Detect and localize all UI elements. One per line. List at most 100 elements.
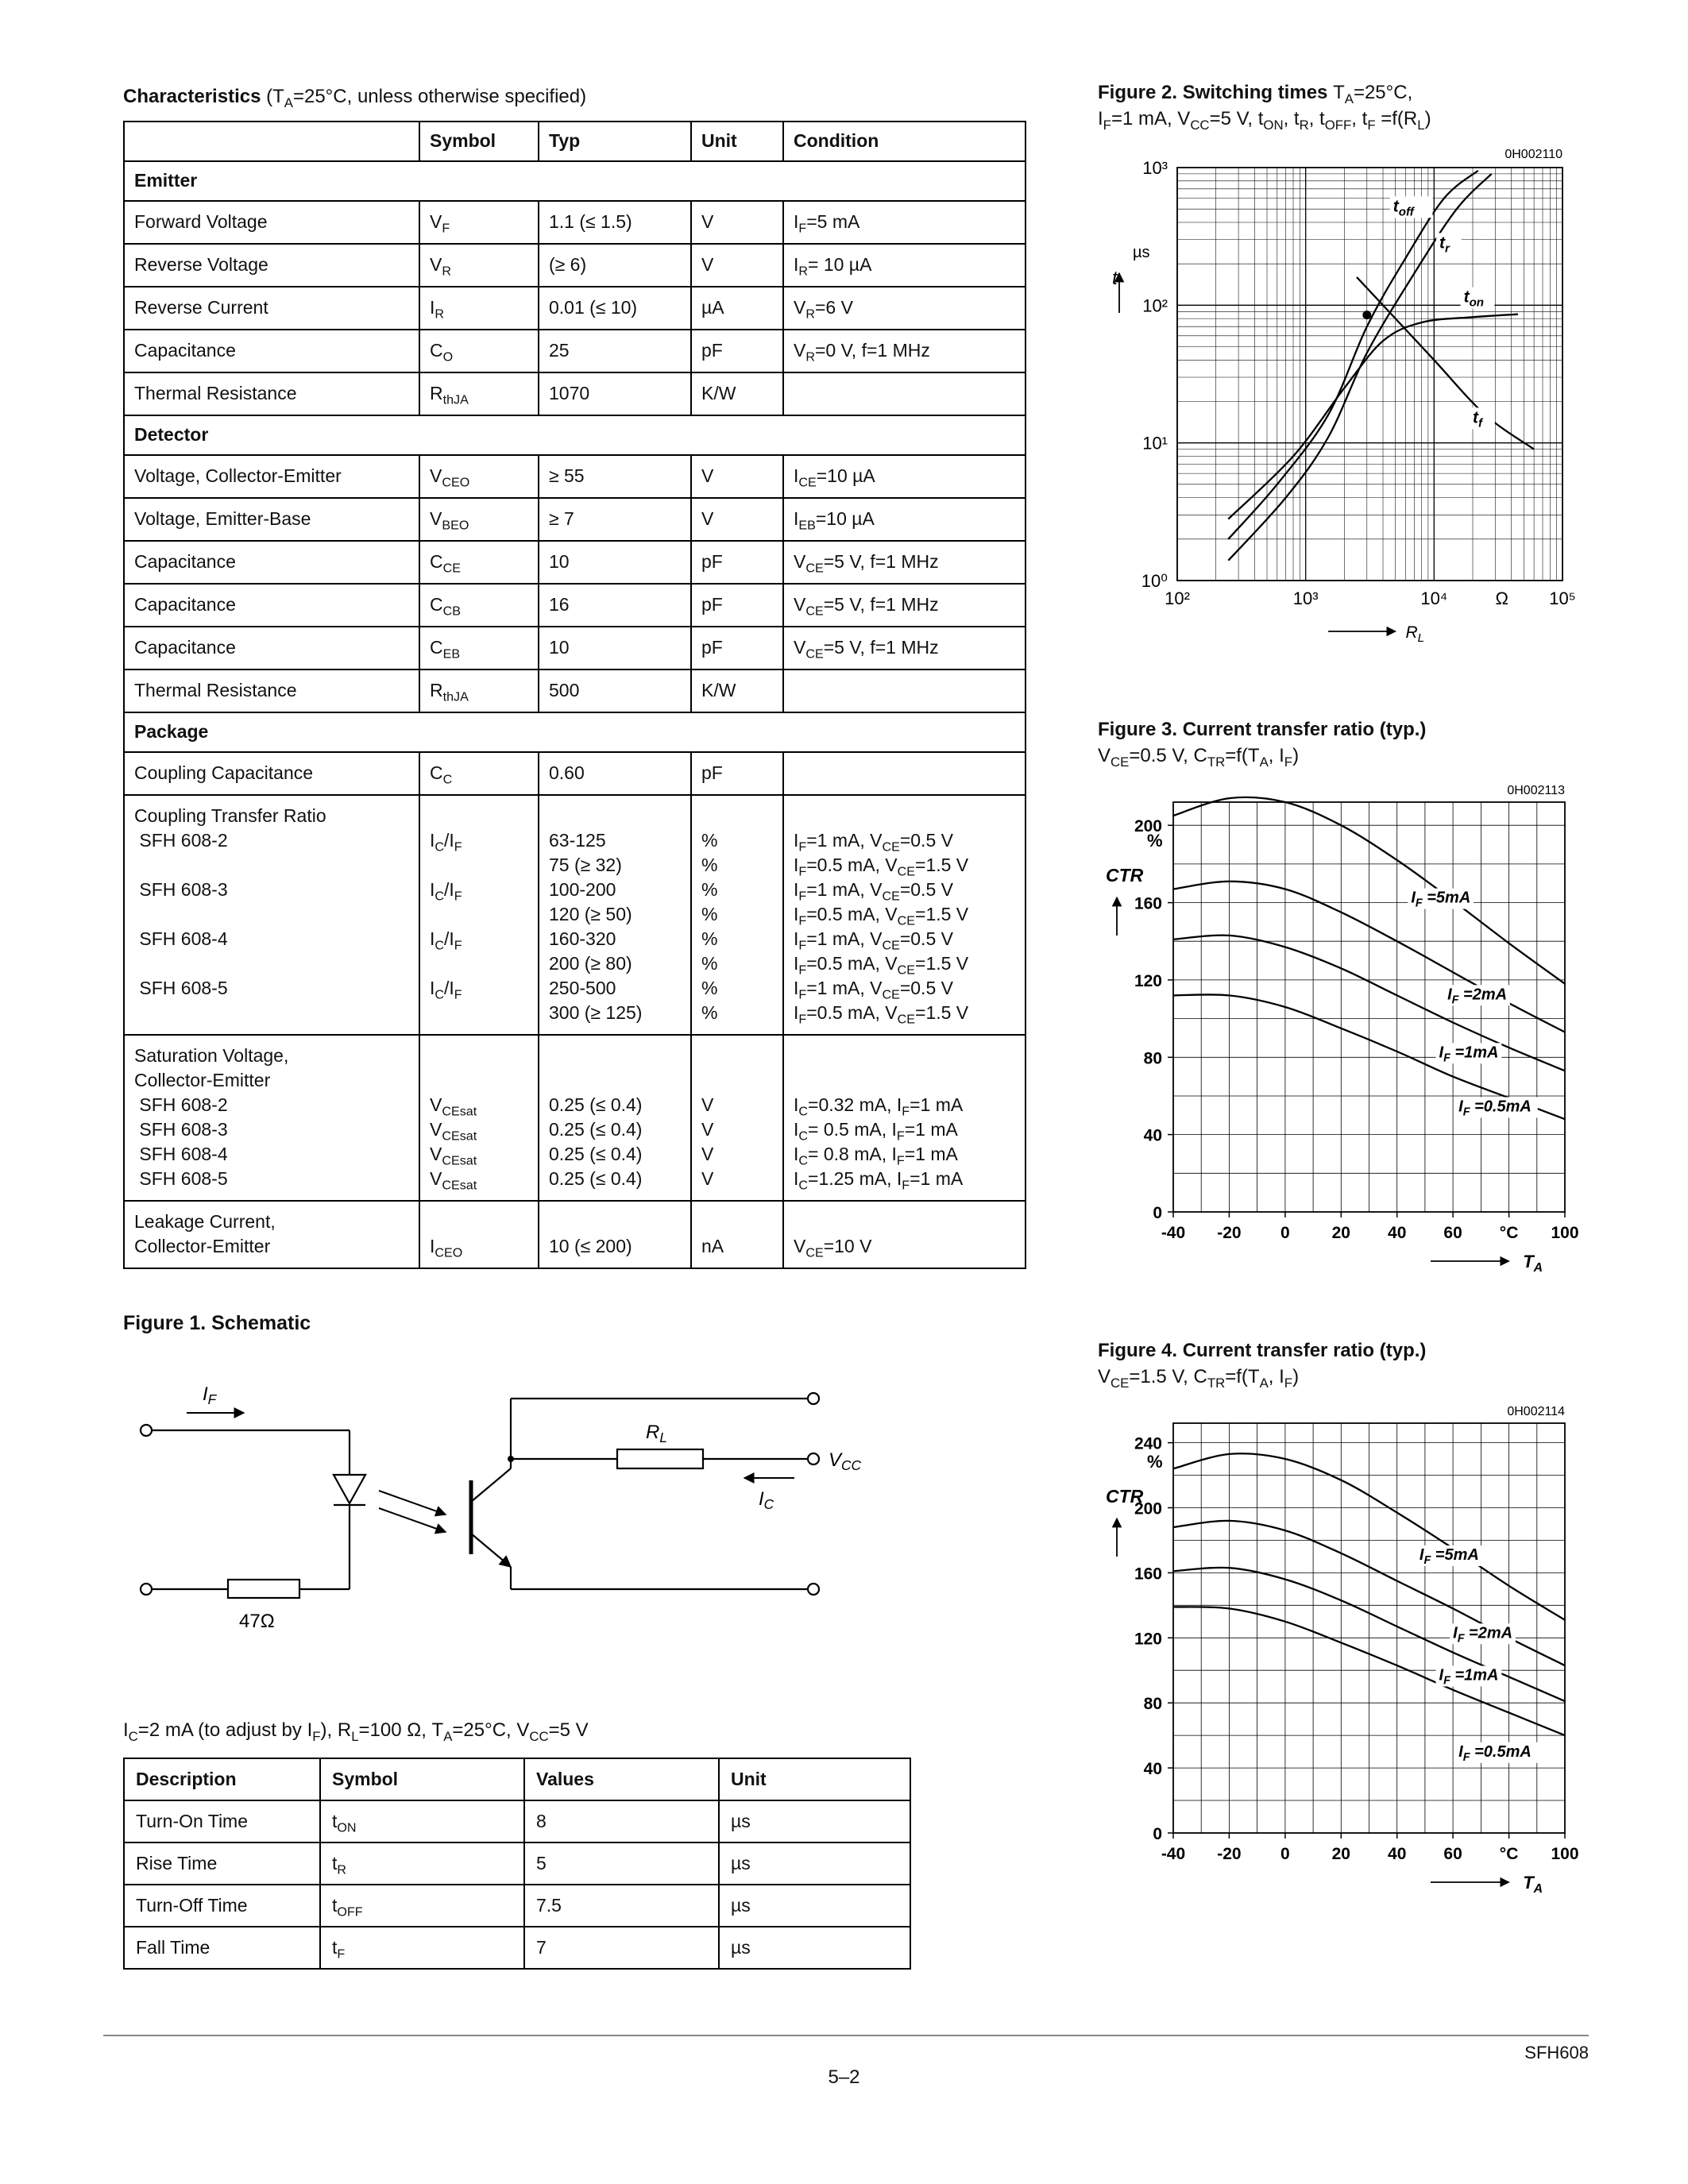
right-column: Figure 2. Switching times TA=25°C, IF=1 … bbox=[1098, 79, 1594, 1930]
terminal-vcc bbox=[806, 1452, 821, 1466]
table-cell: 1070 bbox=[538, 372, 692, 416]
x-tick-label: 20 bbox=[1332, 1224, 1350, 1242]
table-cell: Capacitance bbox=[123, 329, 420, 373]
table-cell bbox=[782, 751, 1026, 796]
table-cell: µs bbox=[718, 1884, 911, 1927]
table-cell: 10 bbox=[538, 540, 692, 585]
curve-label-mask bbox=[1460, 287, 1495, 309]
terminal-collector bbox=[806, 1391, 821, 1406]
x-tick-label: -20 bbox=[1217, 1845, 1241, 1863]
switching-conditions: IC=2 mA (to adjust by IF), RL=100 Ω, TA=… bbox=[123, 1719, 589, 1744]
x-axis-label: TA bbox=[1523, 1252, 1543, 1275]
operating-point-dot bbox=[1362, 311, 1372, 320]
rl-label: RL bbox=[646, 1422, 667, 1445]
y-tick-label: 10¹ bbox=[1142, 434, 1168, 453]
figure1-schematic: IF 47Ω RL VCC IC bbox=[139, 1383, 861, 1632]
curve-label-mask bbox=[1435, 1043, 1502, 1064]
vcc-label: VCC bbox=[829, 1449, 861, 1473]
x-tick-label: 10⁵ bbox=[1549, 588, 1576, 608]
y-tick-label: 10⁰ bbox=[1141, 571, 1168, 591]
y-tick-label: 120 bbox=[1134, 1630, 1162, 1648]
table-cell: Saturation Voltage, Collector-Emitter SFH… bbox=[123, 1034, 420, 1202]
table-cell: IF=5 mA bbox=[782, 200, 1026, 245]
table-cell: 500 bbox=[538, 669, 692, 713]
curve-4 bbox=[1172, 1606, 1566, 1737]
curve-label-mask bbox=[1455, 1742, 1538, 1763]
x-tick-label: 100 bbox=[1551, 1224, 1578, 1242]
table-cell: pF bbox=[690, 540, 784, 585]
section-row: Detector bbox=[123, 415, 1026, 456]
x-tick-label: -20 bbox=[1217, 1224, 1241, 1242]
table-row: Coupling Capacitance CC 0.60 pF bbox=[123, 751, 1026, 796]
table-cell: 0.25 (≤ 0.4) 0.25 (≤ 0.4) 0.25 (≤ 0.4) 0.25… bbox=[538, 1034, 692, 1202]
table-cell: VCEsat VCEsat VCEsat VCEsat bbox=[419, 1034, 539, 1202]
col-header-typ: Typ bbox=[538, 121, 692, 162]
curve-label-mask bbox=[1450, 1623, 1516, 1645]
section-label: Emitter bbox=[123, 160, 1026, 202]
y-axis-label: t bbox=[1112, 268, 1118, 289]
grid bbox=[1172, 1422, 1566, 1834]
light-arrow-icon bbox=[378, 1490, 447, 1517]
table-cell: ≥ 55 bbox=[538, 454, 692, 499]
footer-rule bbox=[103, 2035, 1589, 2036]
chart-code: 0H002114 bbox=[1507, 1405, 1565, 1418]
light-arrow-icon bbox=[378, 1507, 447, 1534]
col-header-blank bbox=[123, 121, 420, 162]
table-cell: IC/IF IC/IF IC/IF IC/IF bbox=[419, 794, 539, 1036]
x-tick-label: 40 bbox=[1388, 1845, 1406, 1863]
x-tick-label: °C bbox=[1500, 1845, 1519, 1863]
schematic-wires bbox=[152, 1397, 808, 1599]
x-tick-label: -40 bbox=[1161, 1224, 1185, 1242]
y-tick-label: 200 bbox=[1134, 1500, 1162, 1518]
curve-label: ton bbox=[1464, 288, 1484, 310]
curve-3 bbox=[1172, 1566, 1566, 1703]
y-tick-label: 240 bbox=[1134, 1435, 1162, 1453]
table-cell: VR bbox=[419, 243, 539, 287]
table-cell: pF bbox=[690, 329, 784, 373]
ic-label: IC bbox=[759, 1488, 774, 1512]
x-axis-unit: Ω bbox=[1496, 588, 1508, 608]
table-row: Thermal Resistance RthJA 500 K/W bbox=[123, 669, 1026, 713]
y-axis-label: CTR bbox=[1106, 865, 1144, 886]
input-resistor-label: 47Ω bbox=[239, 1611, 275, 1632]
curve-label: IF =5mA bbox=[1411, 889, 1470, 910]
table-row: Capacitance CCB 16 pF VCE=5 V, f=1 MHz bbox=[123, 583, 1026, 627]
y-tick-label: 10³ bbox=[1142, 158, 1168, 178]
table-cell: µs bbox=[718, 1800, 911, 1843]
table-cell: V bbox=[690, 497, 784, 542]
y-tick-label: 40 bbox=[1144, 1760, 1162, 1778]
table-cell: 25 bbox=[538, 329, 692, 373]
curve-label: IF =0.5mA bbox=[1458, 1743, 1532, 1764]
x-tick-label: 10³ bbox=[1293, 588, 1319, 608]
table-cell: 8 bbox=[523, 1800, 720, 1843]
table-cell: K/W bbox=[690, 372, 784, 416]
curve-label-mask bbox=[1436, 233, 1462, 255]
characteristics-heading-bold: Characteristics bbox=[123, 86, 261, 107]
terminal-emitter bbox=[806, 1582, 821, 1596]
curve-1 bbox=[1172, 1453, 1566, 1621]
schematic-terminals bbox=[139, 1391, 821, 1596]
x-tick-label: 60 bbox=[1443, 1224, 1462, 1242]
figure2-chart: 10² 10³ 10⁴ 10⁵ 10⁰ 10¹ 10² 10³ 0H002110 tµs Ω RL to… bbox=[1112, 148, 1576, 645]
table-cell: Reverse Current bbox=[123, 286, 420, 330]
x-tick-label: 20 bbox=[1332, 1845, 1350, 1863]
characteristics-heading: Characteristics (TA=25°C, unless otherwi… bbox=[123, 86, 1029, 110]
table-cell: Voltage, Collector-Emitter bbox=[123, 454, 420, 499]
table-row: Leakage Current, Collector-Emitter ICEO 10 … bbox=[123, 1200, 1026, 1269]
y-tick-label: 120 bbox=[1134, 972, 1162, 990]
curve-label: IF =0.5mA bbox=[1458, 1098, 1532, 1118]
col-header-unit: Unit bbox=[690, 121, 784, 162]
sw-col-symbol: Symbol bbox=[319, 1758, 525, 1801]
x-tick-label: 10⁴ bbox=[1420, 588, 1447, 608]
table-cell: Turn-On Time bbox=[123, 1800, 321, 1843]
table-cell: pF bbox=[690, 583, 784, 627]
figure4-subtitle: VCE=1.5 V, CTR=f(TA, IF) bbox=[1098, 1366, 1300, 1391]
table-cell: µs bbox=[718, 1842, 911, 1885]
figure1-title: Figure 1. Schematic bbox=[123, 1312, 311, 1334]
y-tick-label: 80 bbox=[1144, 1049, 1162, 1067]
table-cell: 1.1 (≤ 1.5) bbox=[538, 200, 692, 245]
chart-code: 0H002110 bbox=[1505, 148, 1562, 161]
table-row: Reverse Current IR 0.01 (≤ 10) µA VR=6 V bbox=[123, 286, 1026, 330]
table-cell: Reverse Voltage bbox=[123, 243, 420, 287]
y-axis-label: CTR bbox=[1106, 1486, 1144, 1507]
